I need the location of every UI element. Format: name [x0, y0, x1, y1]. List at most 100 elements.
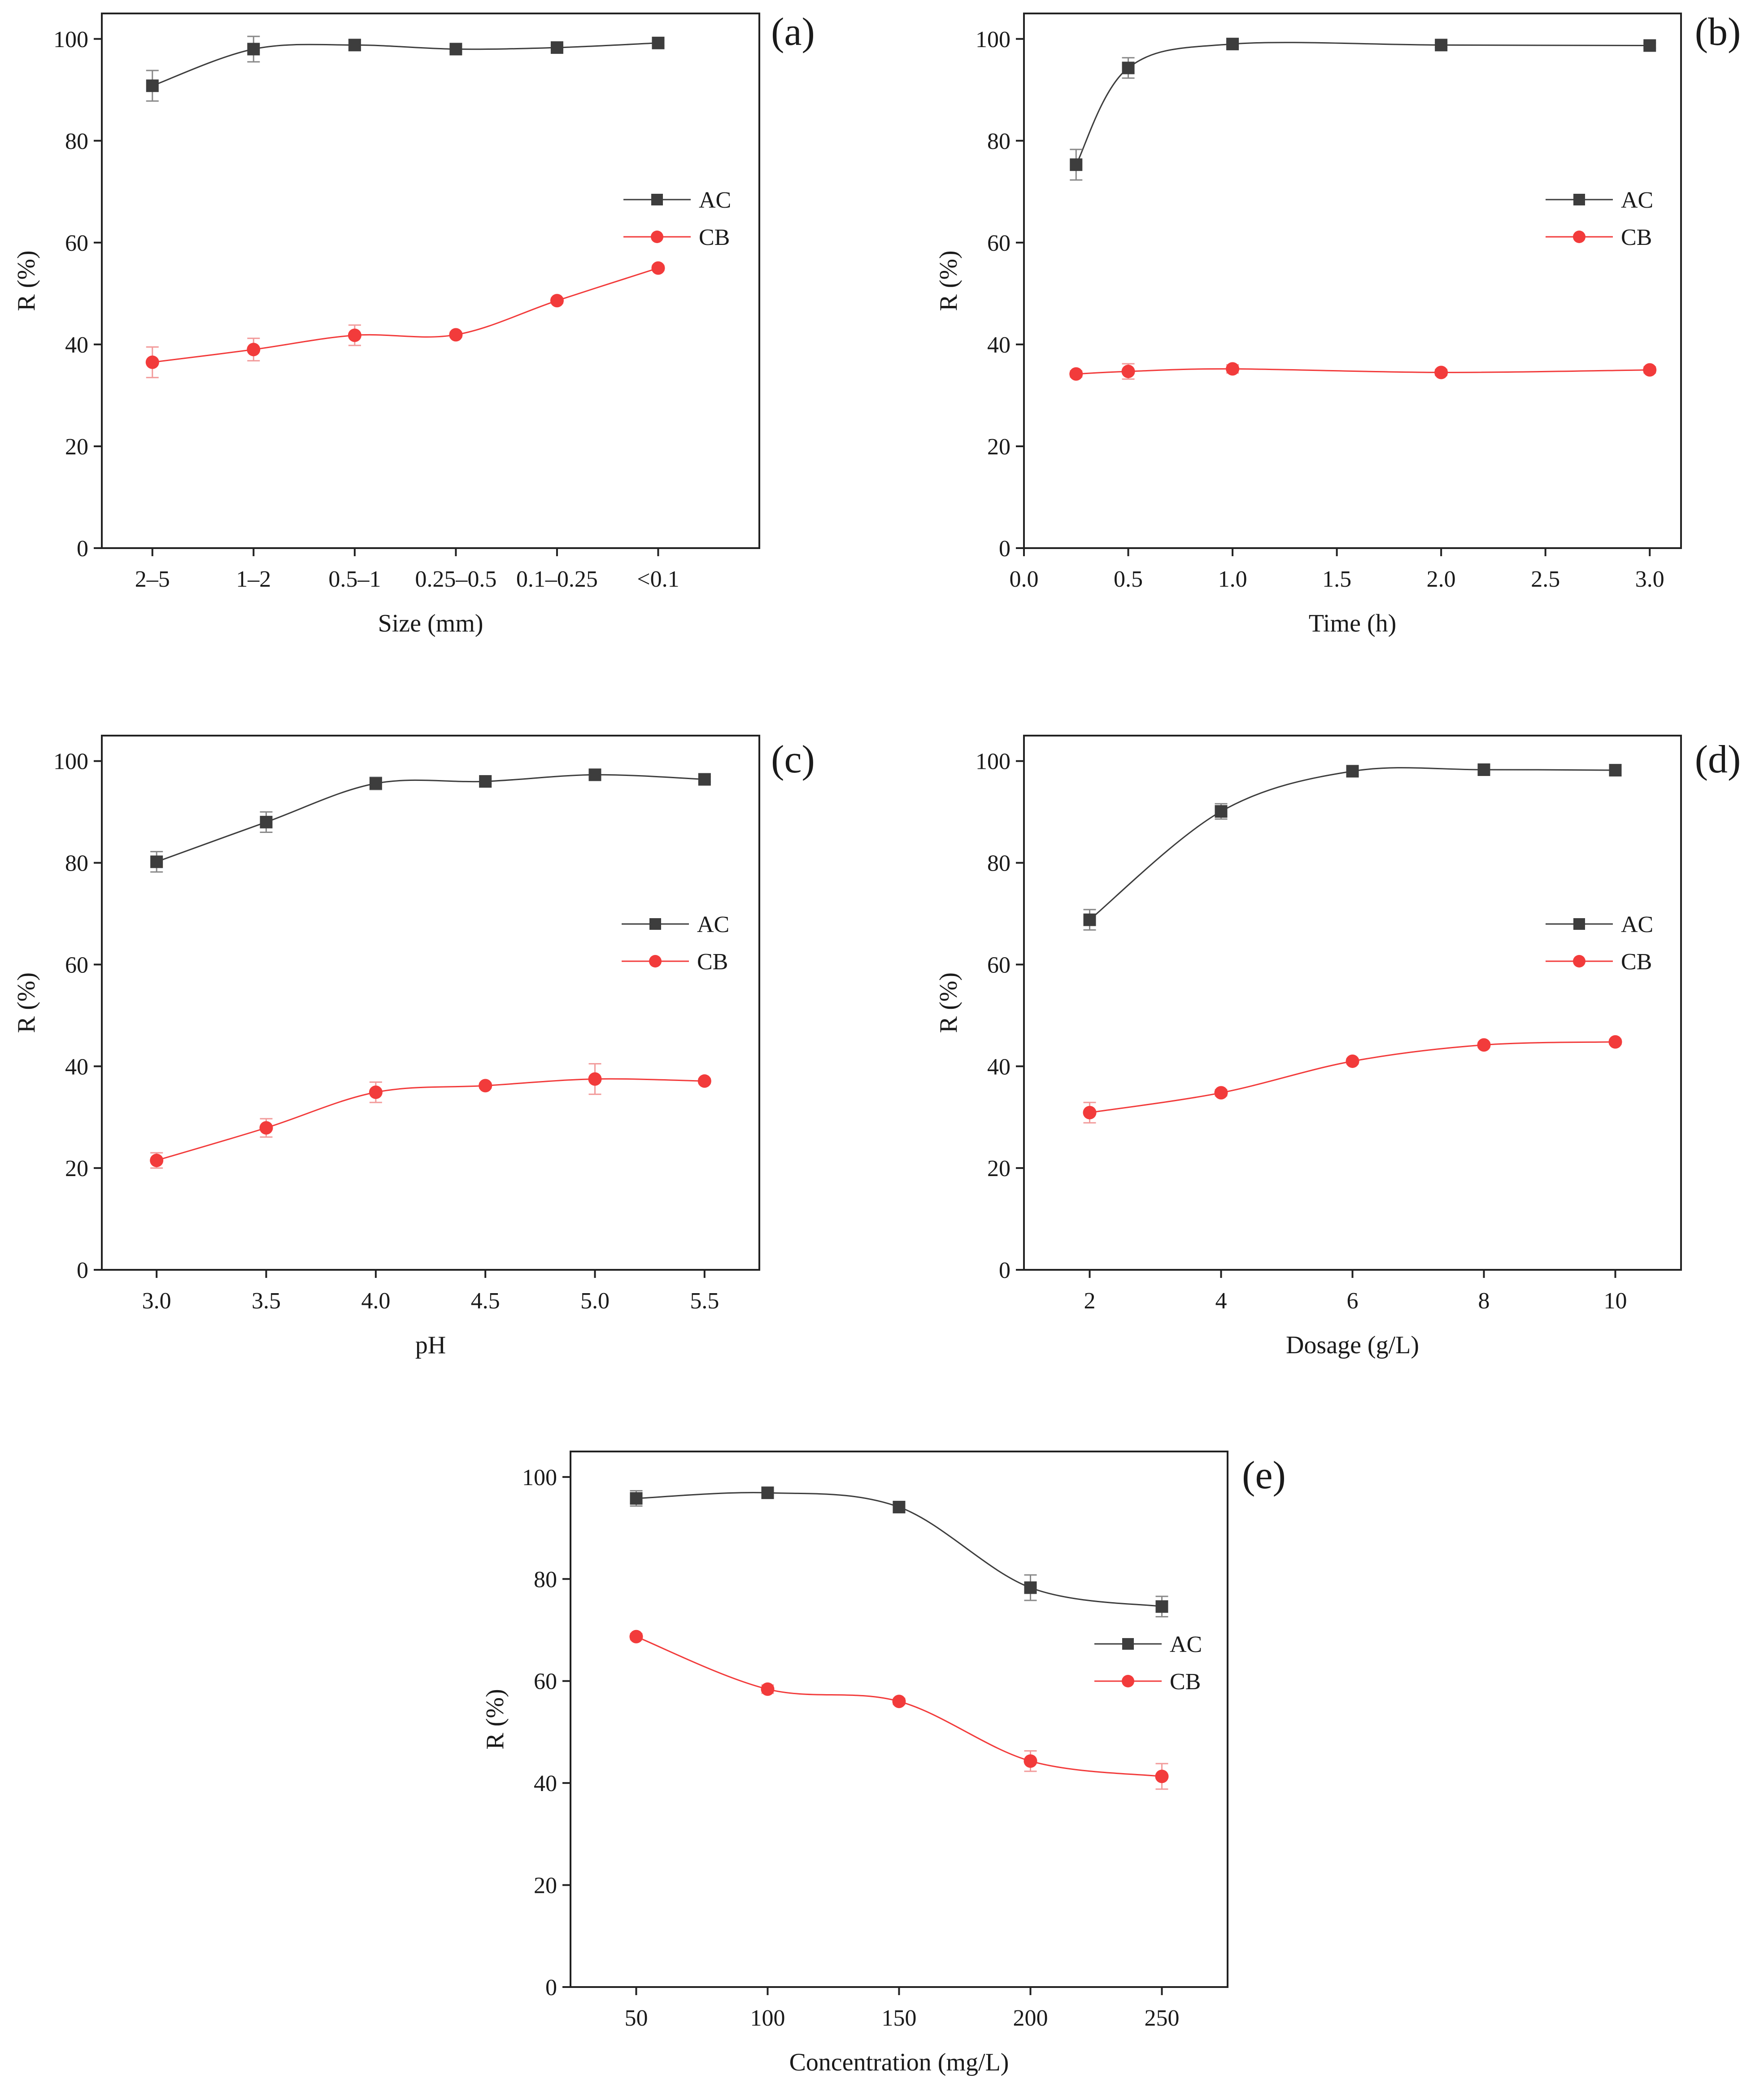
legend-label-AC: AC	[1621, 187, 1653, 213]
data-point-AC	[247, 43, 260, 56]
data-point-AC	[1477, 763, 1490, 776]
data-point-CB	[1434, 366, 1448, 379]
data-point-AC	[1024, 1581, 1037, 1594]
y-tick-label: 40	[534, 1771, 557, 1796]
data-point-CB	[1226, 362, 1240, 376]
data-point-CB	[1121, 365, 1135, 379]
data-point-AC	[1083, 913, 1096, 926]
y-tick-label: 60	[534, 1669, 557, 1695]
legend-label-CB: CB	[697, 949, 728, 975]
y-tick-label: 20	[534, 1873, 557, 1899]
x-tick-label: 3.5	[252, 1288, 281, 1314]
data-point-AC	[550, 41, 563, 54]
data-point-CB	[145, 355, 159, 369]
x-tick-label: 4	[1215, 1288, 1227, 1314]
y-tick-label: 20	[987, 434, 1010, 460]
legend-marker-AC	[649, 918, 661, 930]
data-point-AC	[369, 777, 382, 790]
y-axis-title: R (%)	[13, 972, 40, 1033]
legend-marker-CB	[1122, 1675, 1134, 1687]
y-tick-label: 80	[65, 129, 88, 154]
series-line-CB	[1076, 368, 1650, 375]
data-point-AC	[1226, 38, 1239, 51]
data-point-AC	[1155, 1600, 1168, 1613]
legend-marker-AC	[651, 194, 663, 205]
y-axis-title: R (%)	[13, 250, 40, 311]
plot-frame	[1023, 13, 1682, 549]
y-tick-label: 100	[522, 1465, 557, 1491]
data-point-AC	[893, 1500, 906, 1513]
data-point-AC	[348, 39, 361, 52]
series-line-AC	[152, 42, 658, 87]
legend: AC CB	[1094, 1632, 1202, 1695]
legend-marker-CB	[1573, 955, 1585, 968]
series-line-CB	[1089, 1041, 1616, 1113]
series-CB	[629, 1630, 1169, 1790]
data-point-CB	[629, 1630, 643, 1643]
data-point-AC	[1435, 39, 1448, 52]
data-point-CB	[247, 343, 261, 357]
chart-panel-b: 0 20 40 60 80 100 0.0 0.5 1.0 1.5 2.0 2.5 3.0 Time (h…	[935, 10, 1741, 637]
plot-frame	[101, 13, 760, 549]
x-axis-title: Dosage (g/L)	[1286, 1331, 1419, 1359]
y-tick-label: 40	[987, 332, 1010, 358]
x-tick-label: 1.5	[1322, 567, 1351, 592]
x-tick-label: 100	[750, 2005, 785, 2031]
x-tick-label: 0.5–1	[328, 567, 381, 592]
series-AC	[1070, 38, 1656, 181]
legend-marker-CB	[1573, 231, 1585, 243]
data-point-CB	[369, 1085, 383, 1099]
x-tick-label: 3.0	[1635, 567, 1664, 592]
series-CB	[150, 1063, 711, 1169]
data-point-CB	[1155, 1769, 1169, 1783]
x-tick-label: 250	[1145, 2005, 1180, 2031]
x-tick-label: 8	[1478, 1288, 1490, 1314]
y-tick-label: 100	[53, 749, 88, 775]
data-point-CB	[1069, 367, 1083, 381]
x-tick-label: 2.5	[1531, 567, 1560, 592]
legend-marker-AC	[1573, 194, 1585, 205]
y-axis-title: R (%)	[935, 972, 963, 1033]
legend: AC CB	[1546, 187, 1653, 250]
y-tick-label: 60	[65, 231, 88, 256]
plot-frame	[1023, 735, 1682, 1271]
y-tick-label: 0	[77, 536, 88, 562]
x-tick-label: 3.0	[142, 1288, 171, 1314]
x-tick-label: 0.0	[1010, 567, 1039, 592]
x-tick-label: 10	[1604, 1288, 1627, 1314]
legend-label-CB: CB	[1621, 225, 1652, 250]
x-tick-label: 50	[625, 2005, 648, 2031]
data-point-AC	[698, 773, 711, 786]
data-point-AC	[761, 1486, 774, 1499]
x-axis-title: Time (h)	[1309, 610, 1397, 637]
y-tick-label: 0	[77, 1258, 88, 1283]
series-CB	[1083, 1035, 1622, 1124]
y-tick-label: 0	[545, 1975, 557, 2000]
x-tick-label: 6	[1347, 1288, 1359, 1314]
series-CB	[145, 261, 665, 379]
series-line-AC	[1089, 767, 1616, 920]
chart-panel-a: 0 20 40 60 80 100 2–5 1–2 0.5–1 0.25–0.5 0.1–0.25 <…	[13, 10, 815, 637]
legend-label-AC: AC	[699, 187, 731, 213]
x-tick-label: 1.0	[1218, 567, 1247, 592]
y-tick-label: 20	[65, 1156, 88, 1181]
data-point-CB	[550, 294, 564, 308]
y-tick-label: 60	[987, 952, 1010, 978]
x-tick-label: 2.0	[1427, 567, 1456, 592]
legend-label-CB: CB	[1170, 1669, 1201, 1695]
x-tick-label: 5.0	[580, 1288, 610, 1314]
data-point-CB	[1083, 1106, 1097, 1120]
y-tick-label: 80	[534, 1567, 557, 1592]
data-point-CB	[651, 261, 665, 275]
y-tick-label: 40	[65, 1054, 88, 1080]
y-tick-label: 100	[976, 749, 1010, 775]
x-tick-label: 2	[1084, 1288, 1096, 1314]
x-axis-title: Size (mm)	[378, 610, 483, 637]
legend-label-AC: AC	[1621, 912, 1653, 937]
data-point-AC	[1346, 765, 1359, 778]
series-line-AC	[1075, 42, 1650, 165]
y-axis-title: R (%)	[935, 250, 963, 311]
data-point-CB	[259, 1121, 273, 1135]
legend-marker-AC	[1573, 918, 1585, 930]
